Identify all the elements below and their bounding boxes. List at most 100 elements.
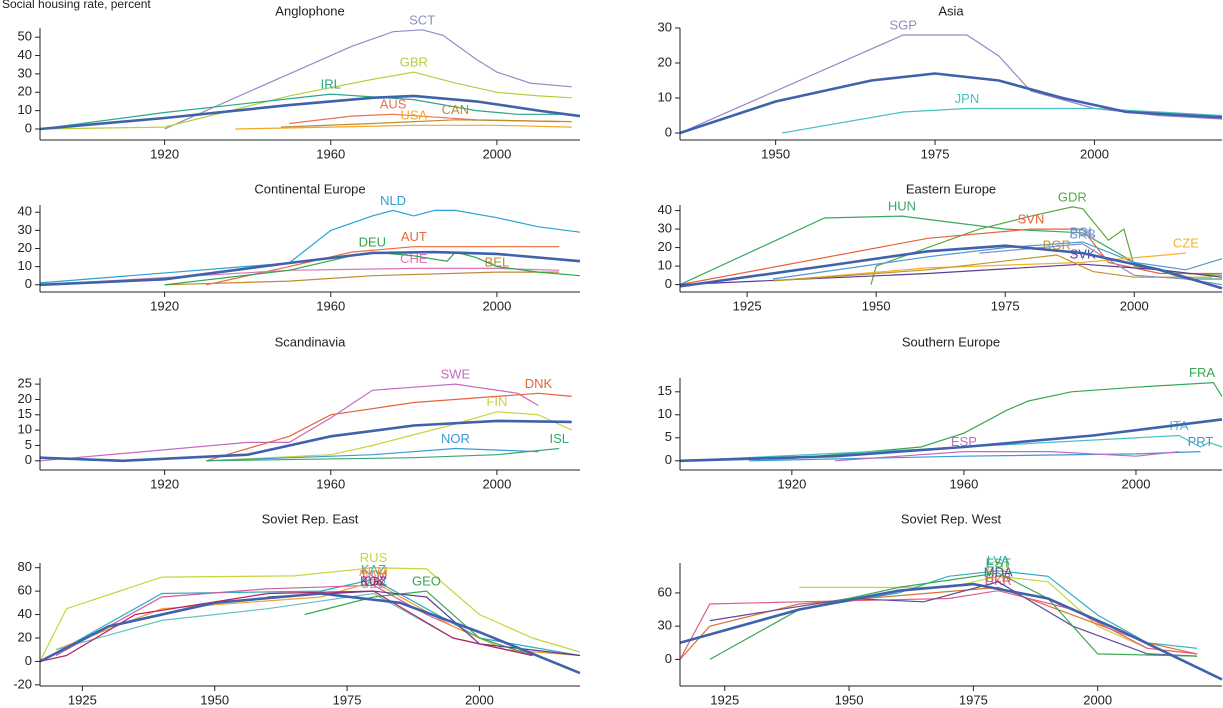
series-label: RUS bbox=[360, 550, 388, 565]
series-line bbox=[772, 252, 1186, 282]
series-label: AUS bbox=[380, 97, 407, 112]
panel-title: Scandinavia bbox=[275, 334, 347, 349]
y-tick-label: 0 bbox=[665, 124, 672, 139]
series-label: CAN bbox=[442, 102, 469, 117]
series-line bbox=[280, 119, 572, 128]
series-label: SCT bbox=[409, 12, 435, 27]
y-tick-label: 50 bbox=[18, 29, 32, 44]
panel-title: Asia bbox=[938, 3, 964, 18]
y-tick-label: 20 bbox=[658, 239, 672, 254]
series-line bbox=[267, 590, 581, 657]
series-line bbox=[206, 246, 560, 286]
series-label: JPN bbox=[955, 91, 980, 106]
series-line bbox=[679, 590, 1198, 660]
y-tick-label: 20 bbox=[18, 391, 32, 406]
series-label: HUN bbox=[888, 199, 916, 214]
trend-line bbox=[39, 250, 581, 287]
x-tick-label: 1950 bbox=[761, 146, 790, 161]
x-tick-label: 2000 bbox=[465, 692, 494, 707]
x-tick-label: 1950 bbox=[835, 692, 864, 707]
trend-line bbox=[39, 94, 581, 131]
y-tick-label: 10 bbox=[658, 406, 672, 421]
y-tick-label: 0 bbox=[665, 276, 672, 291]
series-label: FRA bbox=[1189, 365, 1215, 380]
series-label: ARM bbox=[359, 564, 388, 579]
series-label: TKM bbox=[360, 568, 387, 583]
series-label: UZB bbox=[361, 576, 387, 591]
y-tick-label: 5 bbox=[25, 437, 32, 452]
y-tick-label: 40 bbox=[658, 202, 672, 217]
series-label: PRT bbox=[1188, 434, 1214, 449]
panel-title: Soviet Rep. West bbox=[901, 511, 1002, 526]
y-tick-label: 20 bbox=[658, 54, 672, 69]
y-tick-label: 0 bbox=[25, 653, 32, 668]
series-label: USA bbox=[400, 108, 427, 123]
series-label: GEO bbox=[412, 574, 441, 589]
trend-line bbox=[39, 592, 581, 675]
series-line bbox=[206, 447, 560, 462]
series-line bbox=[164, 271, 560, 286]
trend-line bbox=[39, 419, 572, 463]
x-tick-label: 1960 bbox=[949, 476, 978, 491]
y-tick-label: 0 bbox=[25, 120, 32, 135]
trend-line bbox=[679, 582, 1223, 681]
series-line bbox=[834, 451, 1180, 462]
x-tick-label: 1920 bbox=[150, 476, 179, 491]
series-label: SGP bbox=[889, 17, 916, 32]
series-line bbox=[304, 590, 533, 657]
series-line bbox=[679, 228, 1222, 286]
x-tick-label: 2000 bbox=[1083, 692, 1112, 707]
series-label: TJK bbox=[362, 574, 385, 589]
series-label: POL bbox=[1070, 224, 1096, 239]
series-line bbox=[235, 124, 572, 130]
x-tick-label: 1960 bbox=[316, 298, 345, 313]
series-line bbox=[772, 254, 1212, 282]
x-tick-label: 2000 bbox=[1080, 146, 1109, 161]
x-tick-label: 2000 bbox=[482, 298, 511, 313]
x-tick-label: 1960 bbox=[316, 476, 345, 491]
y-tick-label: 20 bbox=[18, 84, 32, 99]
series-line bbox=[39, 578, 581, 662]
x-tick-label: 1925 bbox=[68, 692, 97, 707]
panel-title: Eastern Europe bbox=[906, 181, 996, 196]
panel-title: Continental Europe bbox=[254, 181, 365, 196]
x-tick-label: 1975 bbox=[959, 692, 988, 707]
y-tick-label: 30 bbox=[18, 222, 32, 237]
series-line bbox=[206, 447, 539, 462]
x-tick-label: 1920 bbox=[150, 298, 179, 313]
x-tick-label: 1950 bbox=[200, 692, 229, 707]
series-line bbox=[39, 590, 533, 662]
y-tick-label: 10 bbox=[18, 102, 32, 117]
series-label: IRL bbox=[321, 77, 341, 92]
y-tick-label: 15 bbox=[18, 406, 32, 421]
y-tick-label: 60 bbox=[18, 583, 32, 598]
series-label: SRB bbox=[1069, 226, 1096, 241]
series-line bbox=[679, 263, 1223, 286]
series-label: DNK bbox=[525, 376, 553, 391]
series-label: ISL bbox=[549, 431, 569, 446]
y-tick-label: 40 bbox=[18, 606, 32, 621]
y-tick-label: 30 bbox=[658, 618, 672, 633]
y-tick-label: 10 bbox=[658, 258, 672, 273]
panel-title: Southern Europe bbox=[902, 334, 1000, 349]
series-label: LVA bbox=[987, 553, 1010, 568]
y-tick-label: 10 bbox=[18, 258, 32, 273]
panel-title: Soviet Rep. East bbox=[262, 511, 359, 526]
series-label: SVN bbox=[1018, 212, 1045, 227]
y-tick-label: 30 bbox=[18, 65, 32, 80]
series-label: KGZ bbox=[360, 574, 387, 589]
y-tick-label: 0 bbox=[665, 452, 672, 467]
x-tick-label: 1925 bbox=[710, 692, 739, 707]
y-tick-label: 30 bbox=[658, 221, 672, 236]
series-label: NOR bbox=[441, 431, 470, 446]
x-tick-label: 2000 bbox=[482, 146, 511, 161]
x-tick-label: 1975 bbox=[921, 146, 950, 161]
series-line bbox=[679, 34, 1223, 134]
panel-title: Anglophone bbox=[275, 3, 344, 18]
y-tick-label: 40 bbox=[18, 204, 32, 219]
y-tick-label: 0 bbox=[665, 651, 672, 666]
x-tick-label: 2000 bbox=[482, 476, 511, 491]
trend-line bbox=[679, 244, 1223, 290]
x-tick-label: 2000 bbox=[1122, 476, 1151, 491]
series-line bbox=[39, 93, 560, 130]
